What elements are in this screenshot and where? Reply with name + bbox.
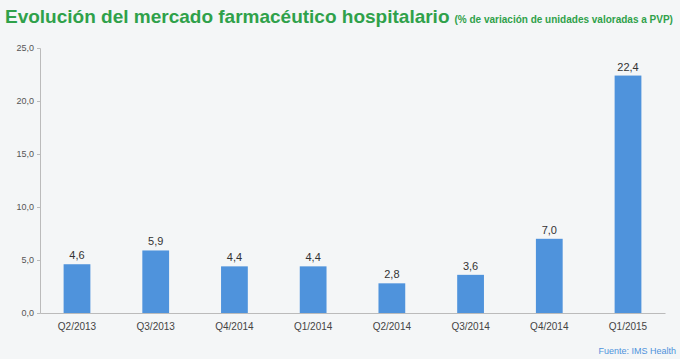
chart: Evolución del mercado farmacéutico hospi… <box>0 0 680 359</box>
bars <box>64 76 642 313</box>
data-label: 4,4 <box>227 251 242 263</box>
y-tick: 25,0 <box>16 43 40 53</box>
x-tick: Q2/2014 <box>373 313 412 332</box>
y-tick-line <box>37 101 40 102</box>
x-tick-label: Q2/2014 <box>373 321 412 332</box>
y-tick-label: 20,0 <box>16 96 34 106</box>
x-tick-label: Q3/2013 <box>137 321 176 332</box>
x-tick: Q3/2014 <box>451 313 490 332</box>
x-tick: Q4/2014 <box>215 313 254 332</box>
y-tick: 20,0 <box>16 96 40 106</box>
bar <box>615 76 642 313</box>
subtitle: (% de variación de unidades valoradas a … <box>455 14 673 25</box>
x-tick: Q4/2014 <box>530 313 569 332</box>
bar <box>221 266 248 313</box>
x-tick-label: Q4/2014 <box>215 321 254 332</box>
source: Fuente: IMS Health <box>598 346 676 356</box>
data-label: 5,9 <box>148 235 163 247</box>
bar <box>300 266 327 313</box>
x-tick-label: Q2/2013 <box>58 321 97 332</box>
x-tick: Q2/2013 <box>58 313 97 332</box>
background <box>0 0 680 359</box>
x-tick: Q1/2015 <box>609 313 648 332</box>
bar <box>536 239 563 313</box>
y-tick-line <box>37 313 40 314</box>
bar <box>142 250 169 313</box>
x-axis: Q2/2013 Q3/2013 Q4/2014 Q1/2014 Q2/2014 Q3/20… <box>41 313 666 332</box>
y-tick-label: 10,0 <box>16 202 34 212</box>
y-tick-line <box>37 48 40 49</box>
bar <box>457 275 484 313</box>
data-labels: 4,6 5,9 4,4 4,4 2,8 3,6 7,0 22,4 <box>69 61 638 281</box>
y-axis: 0,0 5,0 10,0 15,0 20,0 25,0 <box>16 43 40 318</box>
x-axis-line <box>41 313 666 314</box>
x-tick-label: Q3/2014 <box>451 321 490 332</box>
y-tick-line <box>37 207 40 208</box>
title: Evolución del mercado farmacéutico hospi… <box>5 6 450 27</box>
data-label: 3,6 <box>463 260 478 272</box>
y-tick: 15,0 <box>16 149 40 159</box>
x-tick: Q3/2013 <box>137 313 176 332</box>
data-label: 4,6 <box>69 249 84 261</box>
y-tick-line <box>37 154 40 155</box>
y-tick-label: 0,0 <box>21 308 34 318</box>
data-label: 2,8 <box>384 268 399 280</box>
x-tick-label: Q4/2014 <box>530 321 569 332</box>
x-tick-label: Q1/2014 <box>294 321 333 332</box>
y-tick-line <box>37 260 40 261</box>
y-tick-label: 15,0 <box>16 149 34 159</box>
data-label: 4,4 <box>305 251 320 263</box>
y-tick-label: 25,0 <box>16 43 34 53</box>
y-tick: 10,0 <box>16 202 40 212</box>
y-tick: 5,0 <box>21 255 40 265</box>
data-label: 22,4 <box>617 61 638 73</box>
bar <box>64 264 91 313</box>
bar <box>378 283 405 313</box>
x-tick: Q1/2014 <box>294 313 333 332</box>
y-tick: 0,0 <box>21 308 40 318</box>
data-label: 7,0 <box>542 224 557 236</box>
y-axis-line <box>37 49 41 314</box>
x-tick-label: Q1/2015 <box>609 321 648 332</box>
y-tick-label: 5,0 <box>21 255 34 265</box>
